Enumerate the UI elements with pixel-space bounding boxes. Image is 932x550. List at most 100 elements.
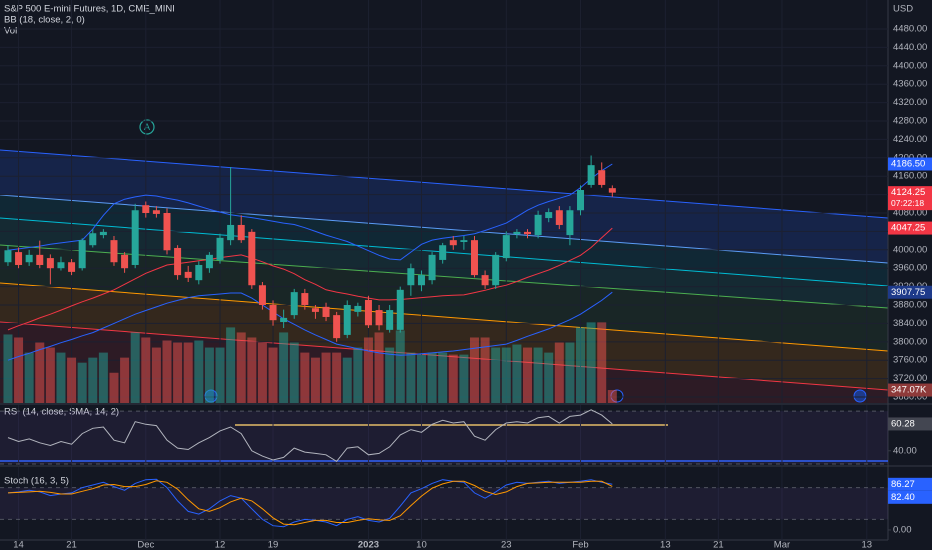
candle-body	[57, 262, 65, 269]
volume-bar	[469, 337, 479, 403]
y-tick-label: 0.00	[893, 524, 912, 535]
marker-label[interactable]: A	[144, 122, 150, 132]
price-label-box	[888, 490, 932, 504]
candle-body	[386, 310, 394, 330]
price-label-box	[888, 285, 932, 299]
price-label-box	[888, 186, 932, 211]
indicator-line	[7, 227, 613, 331]
volume-bar	[98, 352, 108, 403]
y-tick-label: 4360.00	[893, 79, 927, 90]
candle-body	[428, 254, 436, 281]
candle-body	[587, 165, 595, 185]
candle-body	[15, 252, 23, 265]
volume-bar	[310, 357, 320, 403]
volume-title: Vol	[4, 26, 17, 37]
volume-bar	[77, 362, 87, 403]
candle-body	[121, 254, 129, 269]
band-fill	[0, 411, 888, 465]
volume-bar	[183, 342, 193, 403]
candle-body	[163, 213, 171, 251]
volume-bar	[56, 352, 66, 403]
price-label: 4124.25	[891, 187, 925, 198]
volume-bar	[565, 342, 575, 403]
band-fill	[0, 487, 888, 520]
candle-body	[417, 275, 425, 286]
candle-body	[364, 299, 372, 326]
candle-body	[110, 240, 118, 263]
volume-bar	[395, 330, 405, 403]
y-tick-label: 3840.00	[893, 318, 927, 329]
volume-bar	[279, 332, 289, 403]
price-label: 82.40	[891, 492, 915, 503]
volume-price-box	[888, 383, 932, 397]
x-tick-label: 12	[215, 540, 226, 550]
candle-body	[227, 224, 235, 241]
indicator-line	[7, 409, 613, 463]
chart-title: S&P 500 E-mini Futures, 1D, CME_MINI	[4, 4, 175, 15]
channel-fill	[0, 283, 888, 390]
candle-body	[184, 271, 192, 278]
candle-body	[375, 310, 383, 326]
x-tick-label: 21	[66, 540, 77, 550]
volume-bar	[385, 347, 395, 403]
volume-bar	[522, 347, 532, 403]
volume-bar	[162, 340, 172, 403]
candle-body	[195, 264, 203, 281]
x-tick-label: 14	[13, 540, 24, 550]
channel-line	[0, 149, 889, 219]
volume-price-label: 347.07K	[891, 385, 927, 396]
volume-bar	[289, 342, 299, 403]
candle-body	[25, 254, 33, 263]
y-tick-label: 4440.00	[893, 42, 927, 53]
candle-body	[598, 170, 606, 185]
x-tick-label: 13	[862, 540, 873, 550]
y-tick-label: 3960.00	[893, 263, 927, 274]
candle-body	[46, 258, 54, 269]
candle-body	[152, 210, 160, 214]
candle-body	[577, 189, 585, 211]
candle-body	[36, 254, 44, 265]
candle-body	[555, 210, 563, 225]
indicator-title: BB (18, close, 2, 0)	[4, 15, 85, 26]
volume-bar	[448, 354, 458, 403]
candle-body	[545, 212, 553, 219]
x-tick-label: Feb	[572, 540, 588, 550]
volume-bar	[215, 347, 225, 403]
volume-bar	[204, 347, 214, 403]
volume-bar	[88, 357, 98, 403]
marker-badge[interactable]	[139, 119, 155, 135]
volume-bar	[24, 352, 34, 403]
stoch-title: Stoch (16, 3, 5)	[4, 476, 69, 487]
x-tick-label: 2023	[358, 540, 379, 550]
volume-bar	[480, 337, 490, 403]
candle-body	[343, 305, 351, 335]
x-tick-label: 19	[268, 540, 279, 550]
volume-bar	[173, 342, 183, 403]
volume-bar	[533, 347, 543, 403]
volume-bar	[342, 357, 352, 403]
y-tick-label: 3720.00	[893, 373, 927, 384]
volume-bar	[120, 357, 130, 403]
price-label: 3907.75	[891, 287, 925, 298]
candle-body	[354, 305, 362, 312]
y-tick-label: 3680.00	[893, 392, 927, 403]
candle-body	[333, 315, 341, 339]
volume-bar	[554, 342, 564, 403]
x-tick-label: 23	[501, 540, 512, 550]
volume-bar	[576, 327, 586, 403]
volume-bar	[416, 354, 426, 403]
candle-body	[523, 231, 531, 235]
rsi-title: RSI (14, close, SMA, 14, 2)	[4, 407, 119, 418]
volume-bar	[544, 352, 554, 403]
volume-bar	[151, 347, 161, 403]
candle-body	[216, 237, 224, 260]
volume-bar	[194, 340, 204, 403]
candle-body	[301, 293, 309, 306]
candle-body	[174, 247, 182, 276]
channel-line	[0, 282, 889, 352]
candle-body	[449, 240, 457, 246]
event-icon[interactable]	[853, 389, 867, 403]
candle-body	[566, 210, 574, 236]
